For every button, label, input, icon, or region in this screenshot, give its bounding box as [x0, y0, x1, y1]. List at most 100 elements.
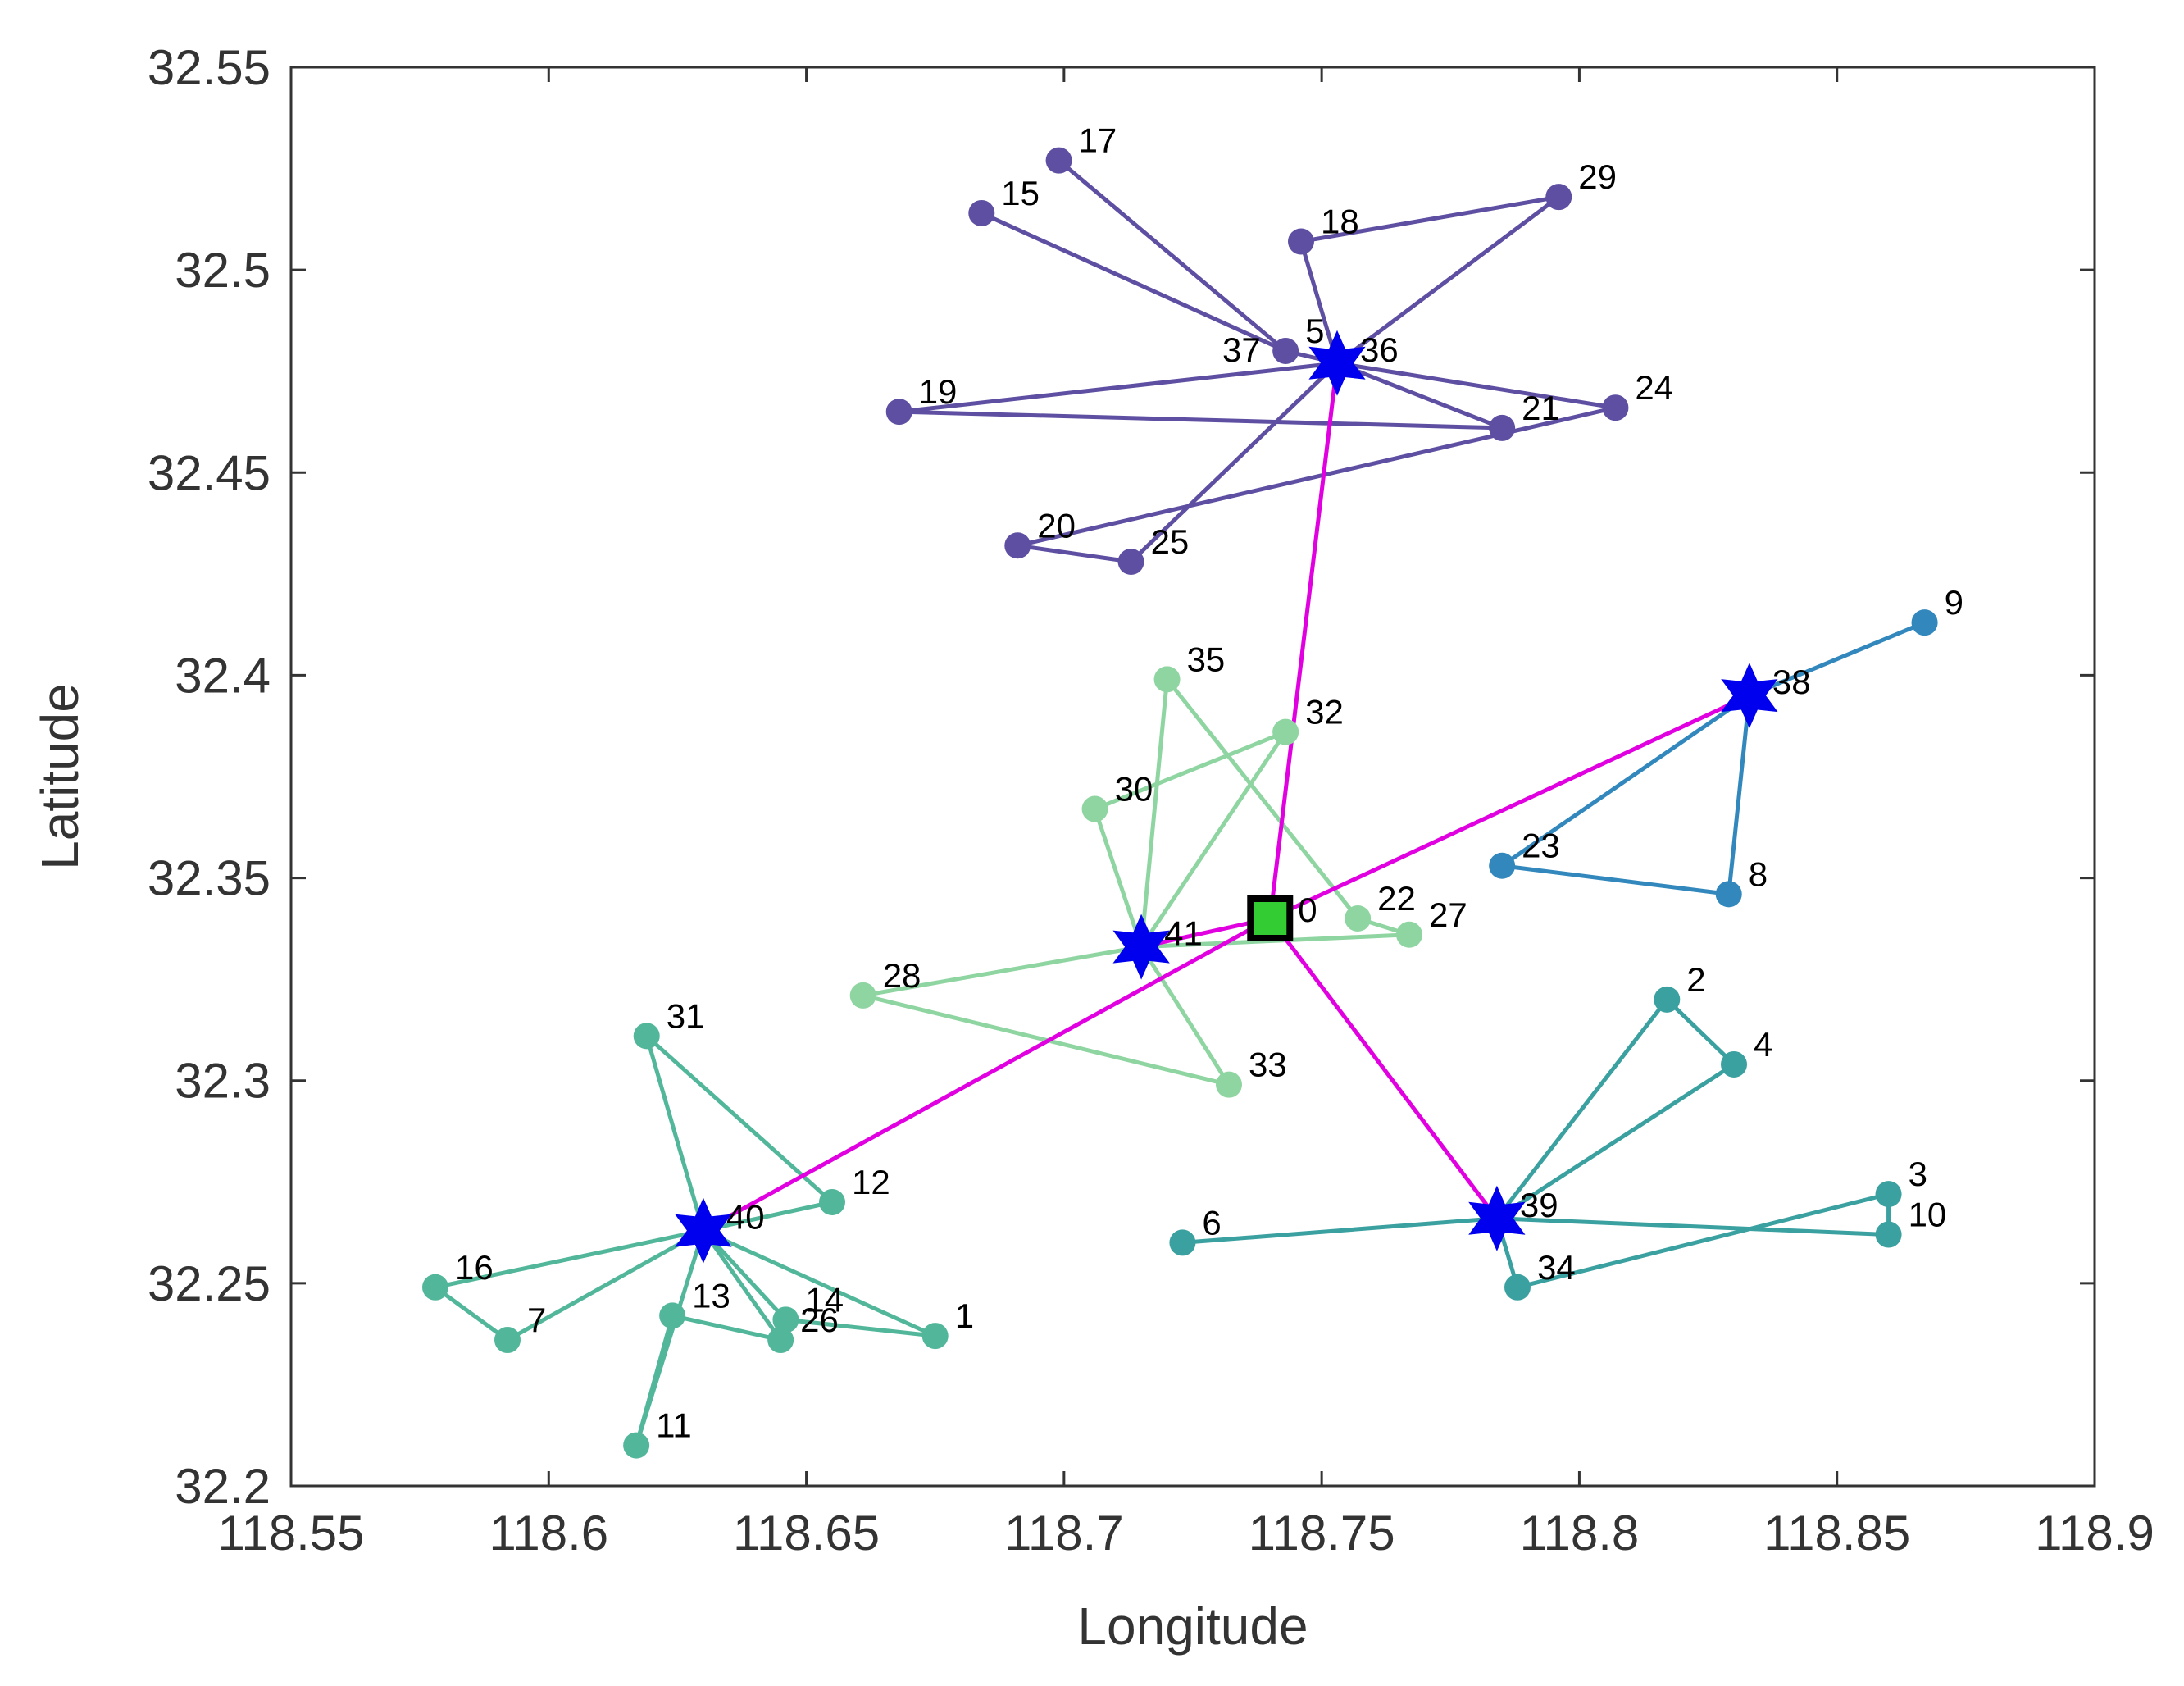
hub-star: [1721, 663, 1778, 729]
route-edge: [1299, 239, 1340, 366]
point-label: 18: [1321, 203, 1359, 241]
point-label: 10: [1909, 1196, 1947, 1234]
y-tick-label: 32.45: [148, 445, 271, 500]
route-edge: [1495, 997, 1669, 1221]
point-label: 1: [955, 1296, 974, 1335]
customer-point: [1216, 1071, 1242, 1098]
route-edge: [1335, 194, 1561, 366]
route-edge: [1165, 677, 1360, 921]
trunk-edge: [1267, 361, 1340, 921]
customer-point: [1004, 532, 1031, 559]
customer-point: [1715, 881, 1742, 908]
route-edge: [979, 211, 1288, 353]
point-label: 7: [527, 1301, 546, 1339]
hub-star: [1468, 1185, 1526, 1251]
customer-point: [1489, 414, 1516, 441]
x-tick-label: 118.75: [1249, 1506, 1395, 1561]
point-label: 17: [1079, 121, 1117, 160]
point-label: 15: [1001, 174, 1040, 212]
customer-point: [1272, 338, 1299, 364]
point-labels: 5151718192021242529923824310634311216713…: [455, 121, 1963, 1445]
route-edge: [1057, 158, 1288, 353]
customer-point: [1721, 1050, 1747, 1078]
point-label: 21: [1522, 389, 1560, 427]
point-label: 23: [1522, 827, 1560, 865]
route-edge: [1139, 730, 1288, 950]
point-label: 22: [1377, 879, 1416, 918]
customer-point: [968, 199, 995, 226]
point-label: 31: [667, 996, 705, 1035]
x-tick-label: 118.8: [1520, 1506, 1640, 1561]
hub-star: [675, 1197, 732, 1264]
hub-star: [1112, 914, 1170, 980]
customer-point: [1545, 184, 1572, 211]
route-edge: [701, 1228, 788, 1322]
y-tick-label: 32.25: [148, 1256, 271, 1311]
point-label: 6: [1202, 1203, 1221, 1242]
customer-point: [1654, 986, 1681, 1013]
route-edge: [861, 945, 1144, 998]
hub-label: 39: [1520, 1186, 1558, 1224]
route-edge: [1180, 1216, 1499, 1245]
customer-point: [1875, 1221, 1902, 1248]
customer-point: [1153, 666, 1181, 693]
route-edges: [433, 158, 1927, 1448]
customer-point: [1602, 394, 1629, 422]
point-label: 25: [1151, 522, 1190, 561]
trunk-edge: [1267, 693, 1752, 921]
depot-label: 0: [1298, 891, 1317, 929]
y-tick-label: 32.5: [175, 243, 271, 298]
customer-point: [1345, 905, 1372, 932]
route-edge: [701, 1200, 835, 1233]
point-label: 2: [1686, 960, 1705, 999]
hub-star: [1308, 330, 1366, 396]
route-edge: [1499, 693, 1752, 868]
x-axis-label: Longitude: [1077, 1597, 1308, 1656]
route-edge: [433, 1228, 706, 1290]
customer-point: [849, 982, 876, 1009]
customer-point: [422, 1274, 448, 1301]
plot-area: [289, 66, 2096, 1488]
point-label: 13: [692, 1276, 730, 1315]
y-tick-label: 32.3: [175, 1054, 271, 1109]
route-edge: [433, 1285, 510, 1342]
route-edge: [1495, 1216, 1891, 1237]
route-edge: [1093, 807, 1144, 950]
hub-markers: [675, 330, 1778, 1264]
route-edge: [1139, 945, 1231, 1087]
route-edge: [1727, 693, 1752, 896]
route-edge: [1499, 864, 1731, 896]
point-label: 14: [805, 1280, 844, 1319]
route-edge: [634, 1228, 706, 1448]
point-label: 16: [455, 1248, 494, 1287]
customer-point: [767, 1327, 794, 1354]
route-edge: [505, 1228, 706, 1342]
x-tick-label: 118.7: [1004, 1506, 1124, 1561]
customer-point: [633, 1023, 660, 1050]
route-edge: [1515, 1192, 1891, 1290]
x-tick-label: 118.55: [217, 1506, 364, 1561]
route-edge: [1664, 997, 1736, 1067]
route-edge: [1495, 1062, 1736, 1221]
point-label: 35: [1187, 640, 1226, 678]
route-edge: [701, 1228, 938, 1338]
customer-point: [772, 1306, 799, 1333]
axis-ticks: 118.55 118.6 118.65 118.7 118.75 118.8 118.85 1…: [148, 40, 2154, 1561]
x-tick-label: 118.6: [489, 1506, 608, 1561]
customer-point: [1911, 609, 1938, 636]
point-label: 34: [1537, 1248, 1576, 1287]
route-edge: [1299, 194, 1561, 244]
hub-label: 38: [1772, 663, 1811, 701]
route-edge: [1747, 620, 1927, 698]
trunk-routes: [701, 361, 1752, 1233]
point-label: 9: [1945, 583, 1963, 622]
customer-point: [1045, 147, 1072, 174]
y-tick-label: 32.35: [148, 851, 271, 906]
customer-point: [885, 399, 912, 426]
customer-point: [1504, 1274, 1531, 1301]
route-edge: [897, 361, 1340, 414]
point-label: 20: [1037, 506, 1076, 545]
customer-point: [1396, 921, 1422, 948]
route-edge: [701, 1228, 783, 1342]
customer-point: [1489, 852, 1516, 879]
